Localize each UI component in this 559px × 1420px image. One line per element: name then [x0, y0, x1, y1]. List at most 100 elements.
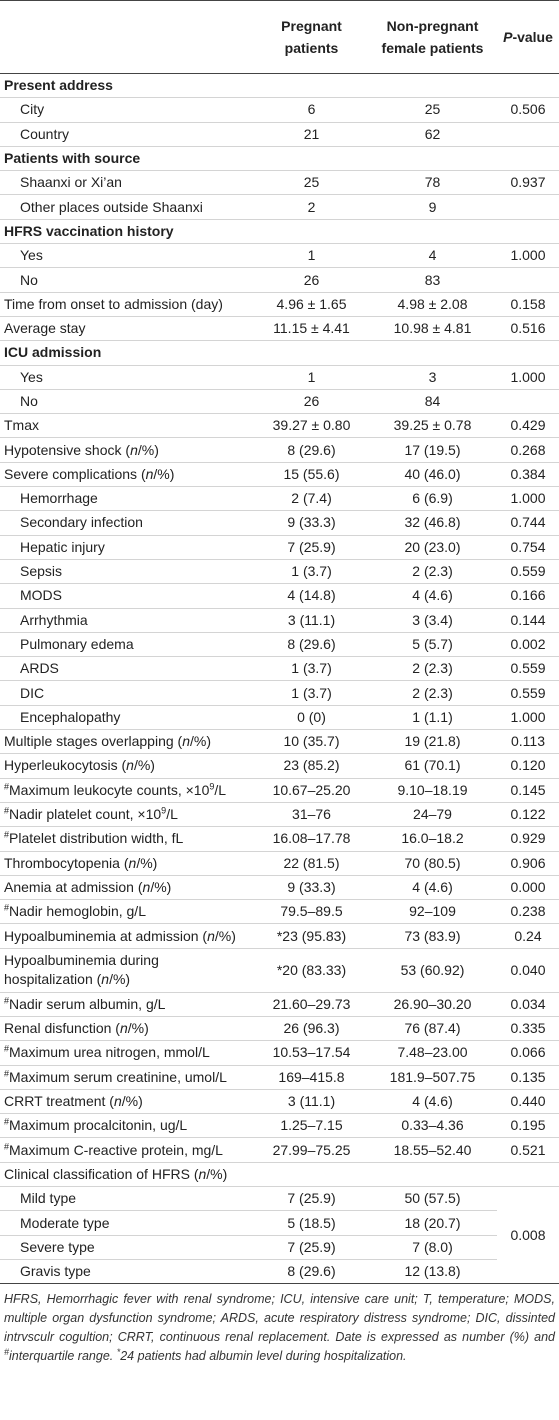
text: Maximum urea nitrogen, mmol/L: [9, 1044, 210, 1061]
text: 0.744: [510, 514, 546, 531]
text: HFRS, Hemorrhagic fever with renal syndr…: [4, 1292, 555, 1345]
cell: 5 (5.7): [368, 632, 497, 658]
row-label: HFRS vaccination history: [0, 219, 255, 245]
cell: 22 (81.5): [255, 851, 368, 876]
table-row: Moderate type 5 (18.5) 18 (20.7): [0, 1210, 559, 1236]
column-header: [0, 0, 255, 74]
text: 1.000: [510, 708, 546, 725]
p-value-cell: 0.066: [497, 1040, 559, 1066]
p-value-cell: [497, 219, 559, 245]
p-value-cell: 0.929: [497, 826, 559, 852]
cell: 23 (85.2): [255, 753, 368, 779]
table-row: Multiple stages overlapping (n/%) 10 (35.…: [0, 729, 559, 755]
text: Hyperleukocytosis (: [4, 757, 127, 774]
cell: 4 (4.6): [368, 583, 497, 609]
text: Secondary infection: [20, 514, 143, 531]
p-value-cell: 0.238: [497, 899, 559, 925]
text: 73 (83.9): [404, 927, 461, 944]
cell: 10.98 ± 4.81: [368, 316, 497, 342]
text: Anemia at admission (: [4, 878, 143, 895]
table-row: Yes 1 4 1.000: [0, 243, 559, 269]
table-row: Pulmonary edema 8 (29.6) 5 (5.7) 0.002: [0, 632, 559, 658]
text: 18.55–52.40: [393, 1141, 472, 1158]
text: Nadir serum albumin, g/L: [9, 995, 166, 1012]
text: 1.000: [510, 490, 546, 507]
cell: 7 (25.9): [255, 1186, 368, 1212]
row-label: Hypoalbuminemia during hospitalization (…: [0, 948, 255, 993]
cell: 73 (83.9): [368, 923, 497, 949]
text: Nadir platelet count, ×10: [9, 806, 162, 823]
text: 53 (60.92): [400, 961, 465, 978]
table-row: #Nadir platelet count, ×109/L 31–76 24–79 0…: [0, 802, 559, 828]
text: 0.040: [510, 961, 546, 978]
text: 2 (7.4): [291, 490, 332, 507]
row-label: DIC: [0, 680, 255, 706]
cell: 3 (11.1): [255, 1089, 368, 1115]
cell: 1 (3.7): [255, 680, 368, 706]
cell: 76 (87.4): [368, 1016, 497, 1042]
p-value-cell: 1.000: [497, 705, 559, 731]
text: 26: [303, 271, 320, 288]
italic-text: n: [145, 465, 154, 482]
cell: [368, 1162, 497, 1188]
cell: 32 (46.8): [368, 510, 497, 536]
text: 31–76: [292, 806, 331, 823]
cell: 70 (80.5): [368, 851, 497, 876]
p-value-cell: [497, 73, 559, 99]
cell: 6: [255, 97, 368, 123]
text: 61 (70.1): [404, 757, 461, 774]
italic-text: n: [130, 441, 138, 458]
text: 50 (57.5): [404, 1190, 461, 1207]
text: 7.48–23.00: [397, 1044, 468, 1061]
text: 92–109: [409, 903, 456, 920]
superscript: #: [4, 1116, 10, 1127]
text: Renal disfunction (: [4, 1020, 120, 1037]
cell: 0 (0): [255, 705, 368, 731]
text: Patients with source: [4, 150, 141, 167]
p-value-cell: 0.559: [497, 680, 559, 706]
text: 25: [303, 174, 320, 191]
text: DIC: [20, 684, 45, 701]
row-label: Multiple stages overlapping (n/%): [0, 729, 255, 755]
text: /%): [206, 1165, 228, 1182]
text: Maximum serum creatinine, umol/L: [9, 1068, 227, 1085]
row-label: Hypotensive shock (n/%): [0, 437, 255, 463]
text: 2 (2.3): [412, 660, 453, 677]
text: 1.000: [510, 247, 546, 264]
text: Maximum C-reactive protein, mg/L: [9, 1141, 223, 1158]
cell: 10.53–17.54: [255, 1040, 368, 1066]
p-value-cell: 0.24: [497, 923, 559, 949]
text: 3 (11.1): [287, 1093, 336, 1110]
table-row: Arrhythmia 3 (11.1) 3 (3.4) 0.144: [0, 608, 559, 633]
text: *20 (83.33): [276, 961, 347, 978]
text: 1 (1.1): [412, 708, 453, 725]
text: Multiple stages overlapping (: [4, 733, 183, 750]
text: Yes: [20, 247, 43, 264]
cell: 62: [368, 122, 497, 147]
cell: 21.60–29.73: [255, 992, 368, 1017]
p-value-cell: 0.754: [497, 535, 559, 560]
text: 0.33–4.36: [401, 1117, 464, 1134]
text: Platelet distribution width, fL: [9, 830, 184, 847]
text: 0.929: [510, 830, 546, 847]
cell: 83: [368, 267, 497, 293]
text: 0.335: [510, 1020, 546, 1037]
text: 4: [428, 247, 437, 264]
table-body: Present address City 6 25 0.506 Country 21 62 Pa…: [0, 73, 559, 1285]
text: Other places outside Shaanxi: [20, 198, 203, 215]
text: /%): [190, 733, 212, 750]
table-row: #Maximum C-reactive protein, mg/L 27.99–7…: [0, 1137, 559, 1163]
italic-text: n: [113, 1093, 122, 1110]
text: 0.559: [510, 563, 546, 580]
text: Encephalopathy: [20, 708, 121, 725]
text: /%): [136, 854, 158, 871]
footnote: HFRS, Hemorrhagic fever with renal syndr…: [0, 1284, 559, 1366]
row-label: No: [0, 267, 255, 293]
text: 0.268: [510, 441, 546, 458]
text: /%): [133, 757, 155, 774]
text: 9 (33.3): [287, 514, 336, 531]
superscript: 9: [209, 781, 215, 792]
cell: 19 (21.8): [368, 729, 497, 755]
text: 2: [307, 198, 316, 215]
italic-text: n: [128, 854, 137, 871]
